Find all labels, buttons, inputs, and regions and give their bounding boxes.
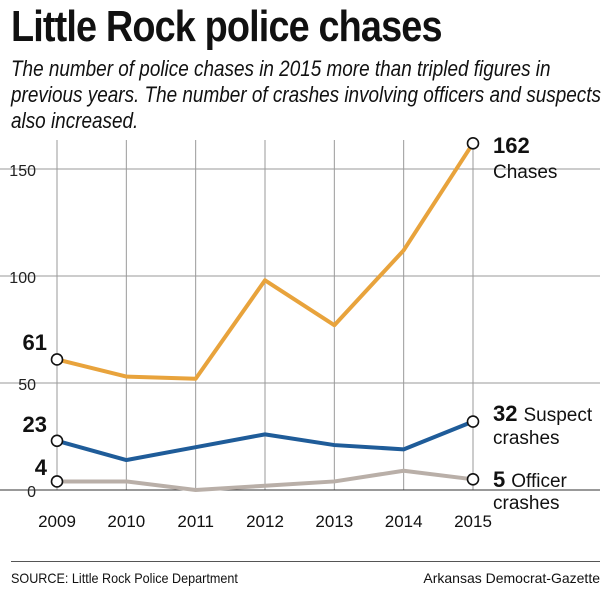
series-end-label: 162 Chases	[493, 133, 557, 183]
y-tick-label: 100	[9, 270, 36, 287]
x-tick-label: 2014	[385, 512, 423, 531]
start-value-label: 23	[23, 412, 47, 437]
publisher-credit: Arkansas Democrat-Gazette	[423, 570, 600, 586]
start-value-label: 4	[35, 455, 48, 480]
data-point-marker	[466, 137, 480, 150]
series-name-label: Chases	[493, 162, 557, 183]
series-name-label: Suspect	[523, 405, 592, 426]
y-tick-label: 50	[18, 377, 36, 394]
end-value-label: 5	[493, 467, 505, 492]
y-tick-label: 0	[27, 484, 36, 501]
series-line	[55, 141, 475, 381]
y-tick-label: 150	[9, 163, 36, 180]
data-point-marker	[50, 434, 64, 448]
series-line	[55, 468, 475, 492]
data-point-marker	[50, 475, 64, 488]
series-name-label: Officer	[511, 471, 567, 492]
footer-divider	[11, 561, 600, 562]
series-name-label: crashes	[493, 493, 560, 514]
chart-title: Little Rock police chases	[11, 2, 443, 51]
x-tick-label: 2013	[315, 512, 353, 531]
data-point-marker	[466, 415, 480, 428]
end-value-label: 32	[493, 401, 517, 426]
data-point-marker	[466, 472, 480, 486]
x-tick-label: 2012	[246, 512, 284, 531]
x-tick-label: 2009	[38, 512, 76, 531]
chart-subtitle: The number of police chases in 2015 more…	[11, 56, 601, 133]
x-tick-label: 2010	[107, 512, 145, 531]
series-name-label: crashes	[493, 428, 560, 449]
data-point-marker	[50, 353, 64, 366]
source-note: SOURCE: Little Rock Police Department	[11, 570, 238, 586]
x-tick-label: 2011	[177, 512, 214, 531]
series-line	[55, 419, 475, 463]
x-tick-label: 2015	[454, 512, 492, 531]
start-value-label: 61	[23, 330, 47, 355]
line-chart: 0 50 100 150 2009 2010 2011 2012 2013 2014 2015 61 2…	[0, 133, 600, 531]
end-value-label: 162	[493, 133, 530, 158]
